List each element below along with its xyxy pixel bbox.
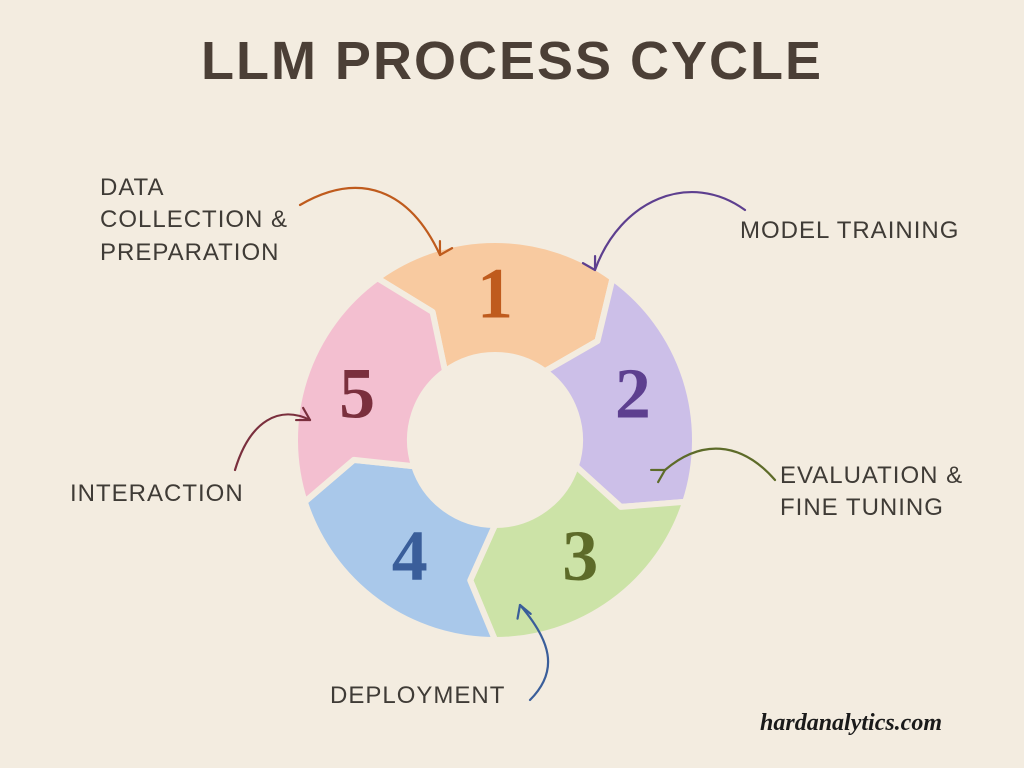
- stage-label-1: DATA COLLECTION & PREPARATION: [100, 172, 288, 269]
- stage-label-5: INTERACTION: [70, 478, 244, 510]
- segment-number-2: 2: [615, 354, 651, 434]
- connector-arrow-1: [300, 188, 440, 255]
- infographic-canvas: LLM PROCESS CYCLE 12345 DATA COLLECTION …: [0, 0, 1024, 768]
- cycle-donut: 1 2 3 4 5: [0, 0, 1024, 768]
- segment-number-5: 5: [339, 354, 375, 434]
- stage-label-2: MODEL TRAINING: [740, 215, 959, 247]
- connector-arrow-2: [595, 192, 745, 270]
- stage-label-3: EVALUATION & FINE TUNING: [780, 460, 963, 525]
- watermark: hardanalytics.com: [760, 710, 942, 737]
- segment-number-4: 4: [392, 516, 428, 596]
- segment-number-3: 3: [562, 516, 598, 596]
- segment-number-1: 1: [477, 254, 513, 334]
- stage-label-4: DEPLOYMENT: [330, 680, 505, 712]
